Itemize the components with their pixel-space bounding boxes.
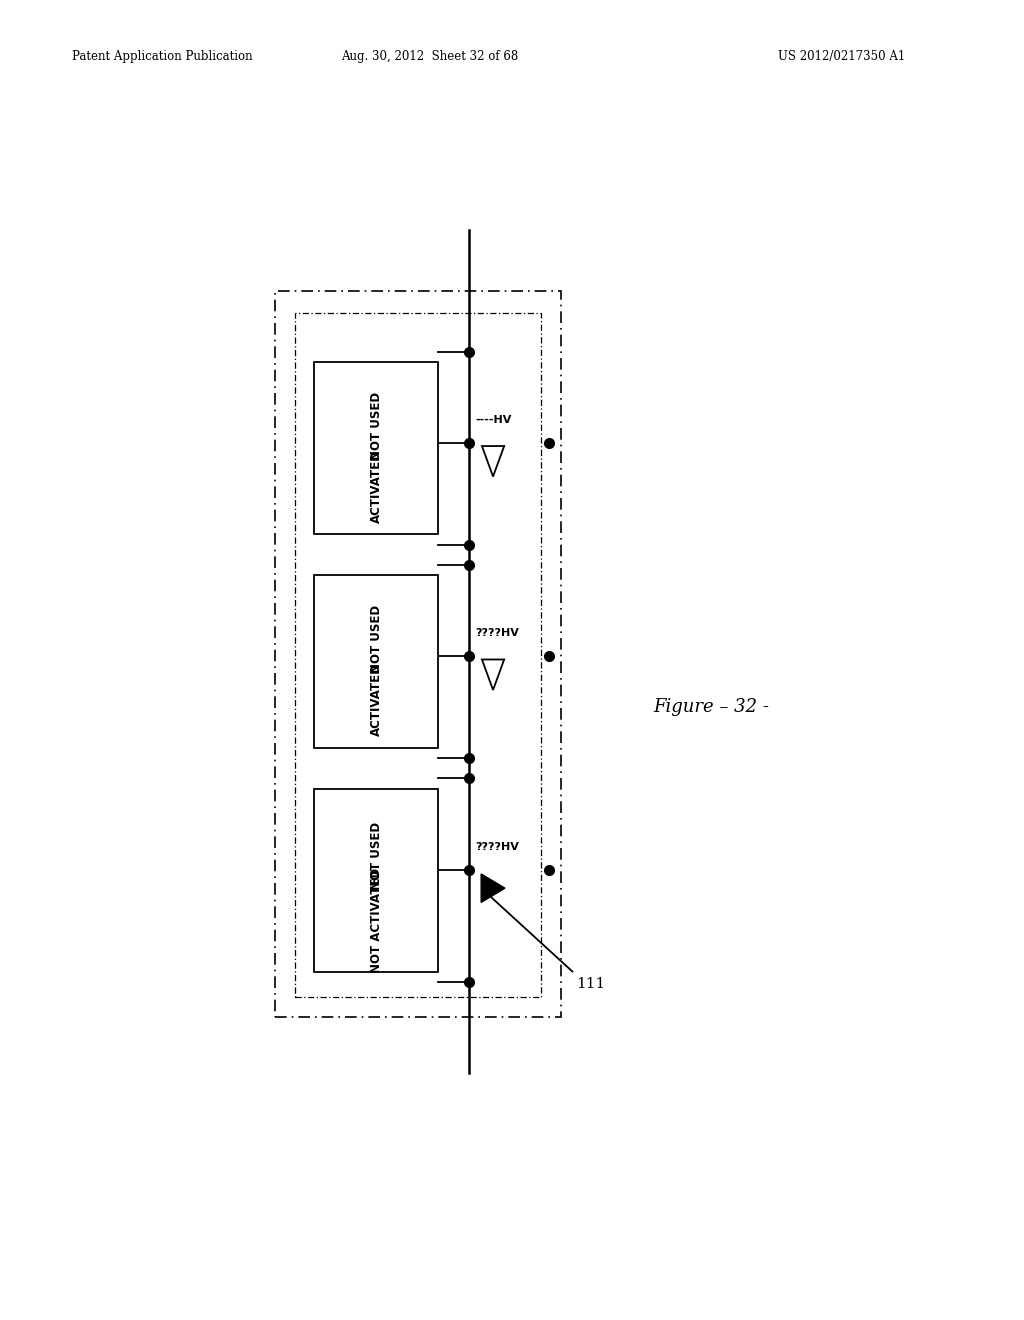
- Text: NOT USED: NOT USED: [370, 822, 383, 890]
- Text: ????HV: ????HV: [475, 628, 519, 638]
- Text: NOT ACTIVATED: NOT ACTIVATED: [370, 867, 383, 973]
- Text: ACTIVATED: ACTIVATED: [370, 663, 383, 737]
- Text: Patent Application Publication: Patent Application Publication: [72, 50, 252, 63]
- Bar: [314, 576, 437, 748]
- Text: NOT USED: NOT USED: [370, 392, 383, 459]
- Bar: [314, 788, 437, 972]
- Bar: [295, 313, 541, 997]
- Text: ----HV: ----HV: [475, 414, 512, 425]
- Bar: [274, 290, 560, 1018]
- Text: ????HV: ????HV: [475, 842, 519, 851]
- Text: ACTIVATED: ACTIVATED: [370, 450, 383, 523]
- Polygon shape: [481, 874, 505, 903]
- Text: Figure – 32 -: Figure – 32 -: [653, 698, 769, 717]
- Text: 111: 111: [577, 977, 605, 990]
- Text: Aug. 30, 2012  Sheet 32 of 68: Aug. 30, 2012 Sheet 32 of 68: [341, 50, 519, 63]
- Text: US 2012/0217350 A1: US 2012/0217350 A1: [778, 50, 905, 63]
- Bar: [314, 362, 437, 535]
- Text: NOT USED: NOT USED: [370, 605, 383, 673]
